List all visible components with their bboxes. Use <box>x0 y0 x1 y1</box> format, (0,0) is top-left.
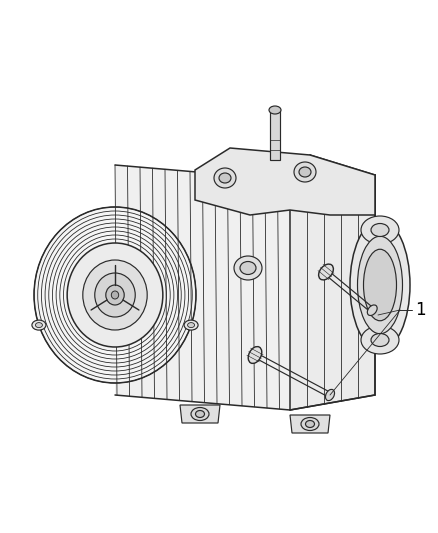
Ellipse shape <box>34 207 196 383</box>
Polygon shape <box>180 405 220 423</box>
Ellipse shape <box>361 326 399 354</box>
Ellipse shape <box>371 334 389 346</box>
Ellipse shape <box>214 168 236 188</box>
Ellipse shape <box>371 223 389 237</box>
Ellipse shape <box>240 262 256 274</box>
Ellipse shape <box>367 305 377 316</box>
Ellipse shape <box>32 320 46 330</box>
Text: 1: 1 <box>415 301 426 319</box>
Polygon shape <box>195 148 375 215</box>
Ellipse shape <box>83 260 147 330</box>
Ellipse shape <box>325 390 335 401</box>
Ellipse shape <box>234 256 262 280</box>
Ellipse shape <box>106 285 124 305</box>
Ellipse shape <box>191 408 209 421</box>
Ellipse shape <box>195 410 205 417</box>
Ellipse shape <box>111 291 119 299</box>
Ellipse shape <box>95 273 135 317</box>
Ellipse shape <box>305 421 314 427</box>
Ellipse shape <box>184 320 198 330</box>
Ellipse shape <box>248 346 262 364</box>
Ellipse shape <box>318 264 333 280</box>
Ellipse shape <box>357 236 403 334</box>
Polygon shape <box>290 175 375 410</box>
Polygon shape <box>115 165 290 410</box>
Ellipse shape <box>67 243 163 347</box>
Ellipse shape <box>187 322 194 328</box>
Ellipse shape <box>269 106 281 114</box>
Ellipse shape <box>35 322 42 328</box>
Ellipse shape <box>299 167 311 177</box>
Ellipse shape <box>364 249 396 321</box>
Ellipse shape <box>301 417 319 431</box>
Ellipse shape <box>294 162 316 182</box>
Polygon shape <box>270 110 280 160</box>
Ellipse shape <box>361 216 399 244</box>
Ellipse shape <box>350 220 410 350</box>
Ellipse shape <box>219 173 231 183</box>
Polygon shape <box>290 415 330 433</box>
